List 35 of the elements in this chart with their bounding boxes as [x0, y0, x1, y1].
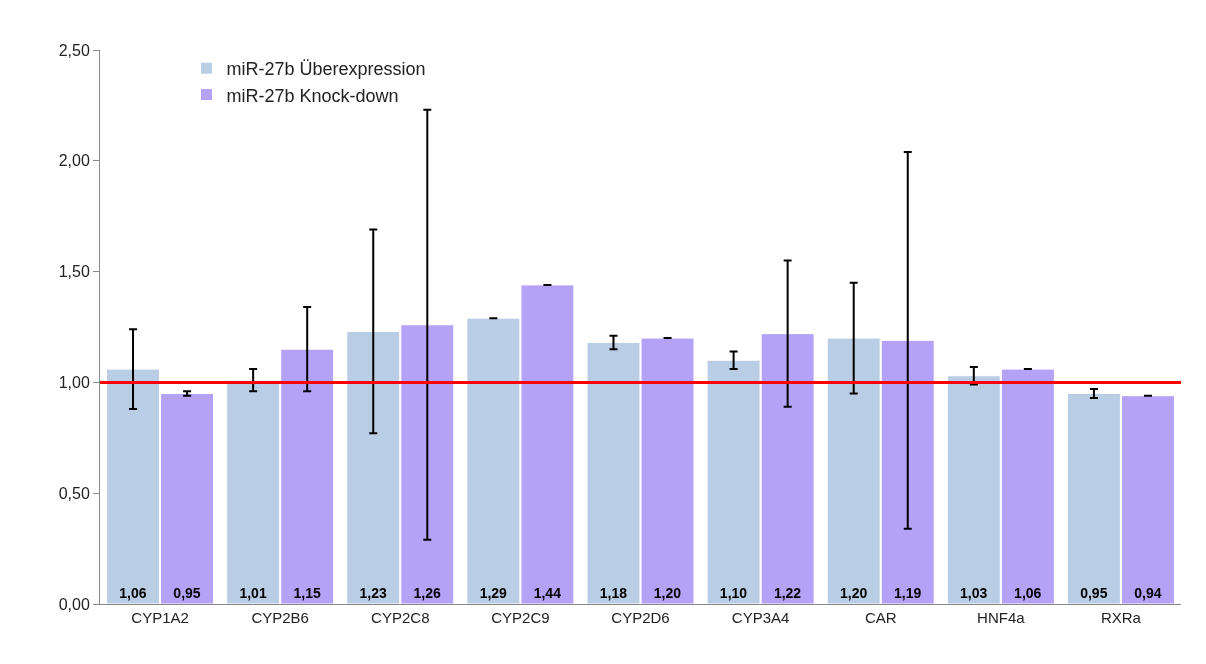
x-tick-label: CYP2C9: [491, 609, 550, 626]
y-tick-label: 0,50: [58, 484, 90, 502]
x-tick-label: CYP2B6: [251, 609, 309, 626]
data-label: 1,20: [839, 585, 868, 601]
data-label: 1,22: [773, 585, 802, 601]
data-label: 1,06: [1014, 585, 1042, 601]
y-tick-label: 1,00: [58, 374, 90, 391]
data-label: 1,06: [119, 585, 147, 601]
x-tick-label: CYP1A2: [131, 609, 189, 626]
x-tick-label: HNF4a: [977, 609, 1026, 626]
data-label: 1,03: [960, 585, 988, 601]
x-tick-label: CYP3A4: [731, 609, 790, 626]
data-label: 1,20: [653, 585, 682, 601]
data-label: 0,95: [1080, 585, 1108, 601]
legend-label: miR-27b Knock-down: [226, 85, 399, 106]
data-label: 0,94: [1134, 585, 1162, 601]
data-label: 1,26: [413, 585, 442, 601]
x-tick-label: RXRa: [1100, 609, 1142, 626]
data-label: 1,19: [894, 585, 922, 601]
y-tick-label: 1,50: [58, 263, 90, 281]
data-label: 1,18: [599, 585, 628, 601]
data-label: 1,29: [479, 585, 508, 601]
legend-label: miR-27b Überexpression: [226, 59, 426, 80]
y-tick-label: 2,50: [58, 41, 90, 59]
data-label: 1,44: [533, 585, 562, 601]
x-tick-label: CYP2D6: [611, 609, 670, 626]
x-tick-label: CYP2C8: [371, 609, 430, 626]
x-tick-label: CAR: [864, 609, 897, 626]
y-tick-label: 2,00: [58, 152, 90, 170]
data-label: 0,95: [173, 585, 201, 601]
data-label: 1,23: [359, 585, 387, 601]
data-label: 1,01: [239, 585, 267, 601]
data-label: 1,10: [719, 585, 748, 601]
y-tick-label: 0,00: [58, 595, 90, 613]
data-label: 1,15: [293, 585, 321, 601]
